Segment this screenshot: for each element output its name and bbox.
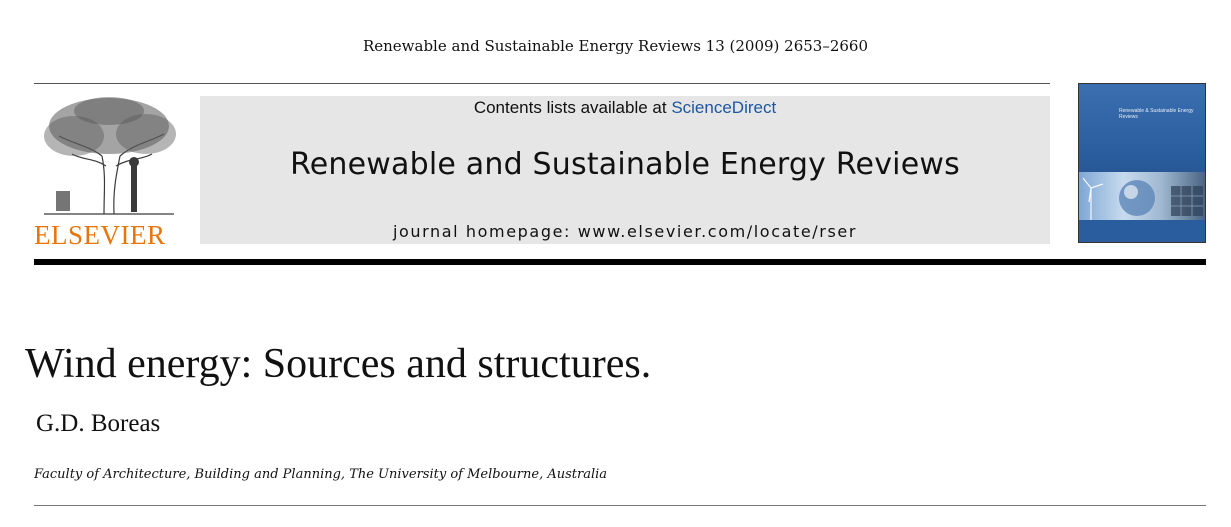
header-divider: [34, 83, 1050, 84]
affiliation-divider: [34, 505, 1206, 506]
banner-rule: [34, 259, 1206, 265]
cover-title: Renewable & Sustainable Energy Reviews: [1119, 108, 1194, 120]
journal-banner: Contents lists available at ScienceDirec…: [200, 96, 1050, 244]
article-author[interactable]: G.D. Boreas: [36, 410, 161, 437]
article-title: Wind energy: Sources and structures.: [25, 341, 652, 387]
wind-turbine-icon: [1082, 177, 1203, 220]
sciencedirect-link[interactable]: ScienceDirect: [671, 98, 777, 117]
contents-prefix: Contents lists available at: [473, 98, 672, 117]
journal-cover-image[interactable]: Renewable & Sustainable Energy Reviews: [1078, 83, 1206, 243]
journal-citation: Renewable and Sustainable Energy Reviews…: [362, 37, 869, 55]
tree-of-knowledge-icon: [44, 97, 176, 215]
publisher-name: ELSEVIER: [34, 220, 166, 250]
cover-photo-strip: [1079, 172, 1205, 220]
journal-homepage-link[interactable]: journal homepage: www.elsevier.com/locat…: [392, 222, 858, 241]
contents-line: Contents lists available at ScienceDirec…: [200, 98, 1050, 118]
journal-title: Renewable and Sustainable Energy Reviews: [290, 147, 960, 182]
publisher-logo[interactable]: ELSEVIER: [34, 96, 184, 250]
cover-footer: [1079, 220, 1205, 242]
author-affiliation: Faculty of Architecture, Building and Pl…: [34, 467, 608, 482]
